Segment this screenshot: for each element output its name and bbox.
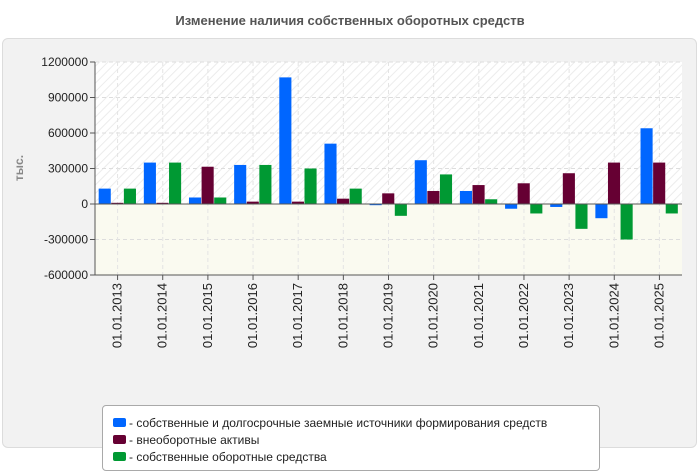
- y-tick-label: 1200000: [41, 55, 88, 69]
- chart-title: Изменение наличия собственных оборотных …: [175, 13, 525, 28]
- bar-1-01.01.2015: [188, 197, 202, 204]
- bar-1-01.01.2018: [324, 143, 337, 204]
- bar-2-01.01.2018: [337, 198, 350, 204]
- bar-2-01.01.2024: [607, 162, 621, 204]
- bar-2-01.01.2017: [291, 201, 304, 204]
- y-axis-label: тыс.: [12, 155, 26, 181]
- x-tick-label: 01.01.2023: [561, 283, 576, 348]
- bar-2-01.01.2016: [246, 201, 259, 204]
- x-tick-label: 01.01.2015: [200, 283, 215, 348]
- legend-label-noncurrent-assets: - внеоборотные активы: [129, 432, 260, 447]
- y-tick-label: 900000: [48, 91, 88, 105]
- y-tick-label: 600000: [48, 126, 88, 140]
- y-tick-label: 0: [81, 197, 88, 211]
- x-tick-label: 01.01.2019: [381, 283, 396, 348]
- legend-item-sources: - собственные и долгосрочные заемные ист…: [113, 414, 599, 431]
- bar-3-01.01.2020: [439, 174, 453, 204]
- bar-2-01.01.2015: [201, 166, 214, 204]
- bar-1-01.01.2019: [369, 204, 382, 206]
- bar-3-01.01.2014: [169, 162, 182, 204]
- bar-2-01.01.2023: [562, 173, 575, 204]
- bar-3-01.01.2015: [214, 197, 227, 204]
- bar-2-01.01.2014: [156, 202, 169, 204]
- x-tick-label: 01.01.2016: [245, 283, 260, 348]
- bar-3-01.01.2018: [349, 188, 362, 204]
- x-tick-label: 01.01.2018: [335, 283, 350, 348]
- bar-1-01.01.2024: [595, 204, 608, 219]
- chart-plot: 1200000 900000 600000 300000 0 -300000 -600000…: [12, 55, 682, 348]
- x-tick-label: 01.01.2022: [516, 283, 531, 348]
- bar-2-01.01.2019: [382, 193, 395, 204]
- bar-1-01.01.2021: [459, 190, 473, 204]
- bar-2-01.01.2021: [472, 185, 485, 204]
- legend-swatch-working-capital: [113, 452, 126, 461]
- bar-3-01.01.2022: [530, 204, 543, 214]
- bar-2-01.01.2013: [111, 202, 124, 204]
- bar-3-01.01.2025: [665, 204, 678, 214]
- x-tick-label: 01.01.2025: [651, 283, 666, 348]
- x-tick-label: 01.01.2013: [110, 283, 125, 348]
- bar-3-01.01.2021: [485, 199, 498, 204]
- bar-1-01.01.2022: [505, 204, 518, 209]
- x-tick-label: 01.01.2020: [426, 283, 441, 348]
- x-tick-label: 01.01.2017: [290, 283, 305, 348]
- x-tick-label: 01.01.2014: [155, 283, 170, 348]
- y-tick-label: -600000: [44, 268, 88, 282]
- x-tick-label: 01.01.2024: [606, 283, 621, 348]
- legend-swatch-noncurrent-assets: [113, 435, 126, 444]
- bar-1-01.01.2016: [234, 164, 247, 204]
- x-tick-label: 01.01.2021: [471, 283, 486, 348]
- bar-3-01.01.2013: [123, 188, 136, 204]
- bar-3-01.01.2024: [620, 204, 633, 240]
- bar-2-01.01.2025: [653, 162, 666, 204]
- legend-label-working-capital: - собственные оборотные средства: [129, 449, 327, 464]
- legend-item-working-capital: - собственные оборотные средства: [113, 448, 599, 465]
- bar-1-01.01.2025: [640, 128, 653, 204]
- bar-1-01.01.2023: [550, 204, 563, 207]
- bar-2-01.01.2020: [427, 190, 440, 204]
- bar-1-01.01.2014: [143, 162, 156, 204]
- bar-1-01.01.2013: [98, 188, 111, 204]
- legend-item-noncurrent-assets: - внеоборотные активы: [113, 431, 599, 448]
- bar-3-01.01.2016: [259, 164, 272, 204]
- chart-panel: 1200000 900000 600000 300000 0 -300000 -600000…: [2, 38, 697, 471]
- bar-1-01.01.2017: [279, 77, 292, 204]
- chart-legend: - собственные и долгосрочные заемные ист…: [102, 405, 600, 471]
- legend-label-sources: - собственные и долгосрочные заемные ист…: [129, 415, 548, 430]
- bar-3-01.01.2017: [304, 168, 317, 204]
- legend-swatch-sources: [113, 418, 126, 427]
- y-tick-label: -300000: [44, 233, 88, 247]
- bar-3-01.01.2019: [394, 204, 407, 216]
- bar-3-01.01.2023: [575, 204, 588, 229]
- bar-1-01.01.2020: [414, 160, 427, 204]
- y-tick-label: 300000: [48, 162, 88, 176]
- bar-2-01.01.2022: [517, 183, 530, 204]
